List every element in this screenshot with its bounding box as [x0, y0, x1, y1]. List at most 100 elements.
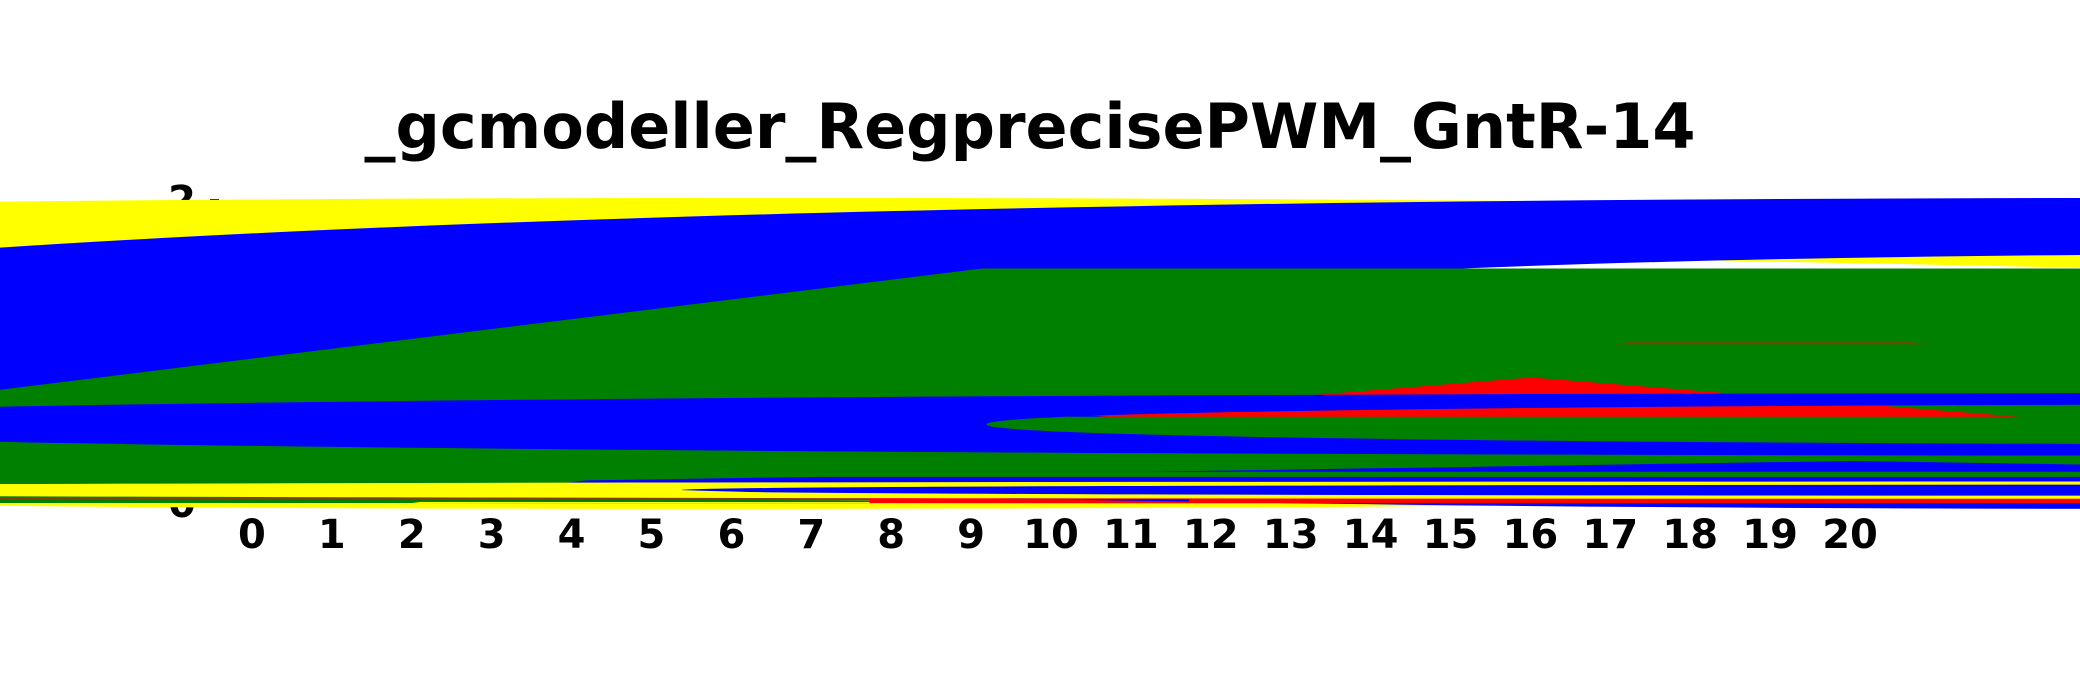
- glyph-A: A: [0, 481, 2080, 503]
- x-tick-label: 12: [1183, 512, 1239, 558]
- logo-column-16: TGA: [0, 305, 2080, 532]
- glyph-A: A: [0, 495, 2080, 505]
- glyph-G: G: [0, 122, 2080, 600]
- glyph-C: C: [0, 488, 2080, 507]
- logo-column-8: CTGA: [0, 410, 2080, 505]
- glyph-A: A: [0, 305, 2080, 532]
- x-tick-label: 15: [1423, 512, 1479, 558]
- glyph-C: C: [0, 499, 2080, 504]
- logo-column-10: CTA: [0, 456, 2080, 505]
- glyph-A: A: [0, 456, 2080, 492]
- glyph-C: C: [0, 122, 2080, 600]
- logo-column-0: CTG: [0, 420, 2080, 507]
- x-tick-labels: 0 1 2 3 4 5 6 7 8 9 10 11 12 13 14 15 16 17 18 19 20: [238, 512, 1878, 558]
- logo-glyph-stacks: CTGTGGCATTCAATGCACTGACATCTAGTAGATGATATAG…: [0, 122, 2080, 600]
- glyph-T: T: [0, 462, 2080, 498]
- x-tick-label: 4: [558, 512, 586, 558]
- glyph-A: A: [0, 423, 2080, 486]
- x-tick-label: 0: [238, 512, 266, 558]
- x-tick-label: 1: [318, 512, 346, 558]
- logo-column-13: GAT: [0, 419, 2080, 504]
- x-tick-label: 9: [957, 512, 985, 558]
- glyph-G: G: [0, 474, 2080, 493]
- logo-column-7: TGCA: [0, 359, 2080, 509]
- x-tick-label: 5: [638, 512, 666, 558]
- logo-column-5: TCA: [0, 423, 2080, 506]
- glyph-G: G: [0, 499, 2080, 504]
- logo-column-3: G: [0, 122, 2080, 600]
- logo-column-6: A: [0, 204, 2080, 578]
- glyph-T: T: [0, 481, 2080, 503]
- glyph-A: A: [0, 204, 2080, 578]
- glyph-G: G: [0, 477, 2080, 504]
- logo-column-4: CAT: [0, 418, 2080, 505]
- glyph-A: A: [0, 447, 2080, 490]
- glyph-T: T: [0, 493, 2080, 505]
- glyph-C: C: [0, 493, 2080, 505]
- logo-column-12: GAT: [0, 421, 2080, 504]
- glyph-C: C: [0, 122, 2080, 600]
- glyph-T: T: [0, 481, 2080, 505]
- y-tick-label: 1: [168, 330, 196, 376]
- logo-column-18: C: [0, 122, 2080, 600]
- x-tick-label: 13: [1263, 512, 1319, 558]
- glyph-T: T: [0, 487, 2080, 501]
- glyph-G: G: [0, 484, 2080, 498]
- glyph-T: T: [0, 455, 2080, 486]
- x-tick-label: 20: [1822, 512, 1878, 558]
- chart-axes: 0 1 2: [168, 178, 1890, 527]
- glyph-C: C: [0, 377, 2080, 474]
- x-tick-label: 18: [1662, 512, 1718, 558]
- glyph-A: A: [0, 478, 2080, 509]
- glyph-T: T: [0, 419, 2080, 504]
- glyph-A: A: [0, 204, 2080, 578]
- y-tick-label: 0: [168, 481, 196, 527]
- glyph-G: G: [0, 122, 2080, 600]
- glyph-G: G: [0, 420, 2080, 480]
- logo-column-17: C: [0, 122, 2080, 600]
- glyph-G: G: [0, 497, 2080, 504]
- x-tick-label: 10: [1023, 512, 1079, 558]
- logo-column-20: TGAC: [0, 377, 2080, 504]
- x-tick-label: 19: [1742, 512, 1798, 558]
- x-tick-label: 17: [1582, 512, 1638, 558]
- glyph-A: A: [0, 483, 2080, 505]
- glyph-G: G: [0, 487, 2080, 499]
- x-tick-label: 6: [717, 512, 745, 558]
- glyph-A: A: [0, 478, 2080, 500]
- glyph-T: T: [0, 421, 2080, 501]
- glyph-A: A: [0, 475, 2080, 506]
- x-tick-label: 2: [398, 512, 426, 558]
- x-tick-label: 14: [1343, 512, 1399, 558]
- x-tick-label: 8: [877, 512, 905, 558]
- logo-column-2: G: [0, 122, 2080, 600]
- x-tick-label: 11: [1103, 512, 1159, 558]
- glyph-T: T: [0, 365, 2080, 488]
- chart-title: _gcmodeller_RegprecisePWM_GntR-14: [365, 90, 1696, 163]
- logo-column-11: GTA: [0, 456, 2080, 505]
- glyph-A: A: [0, 410, 2080, 495]
- glyph-T: T: [0, 304, 2080, 529]
- x-tick-label: 3: [478, 512, 506, 558]
- glyph-T: T: [0, 204, 2080, 578]
- glyph-T: T: [0, 418, 2080, 498]
- logo-column-15: AGT: [0, 365, 2080, 507]
- logo-column-19: A: [0, 204, 2080, 578]
- logo-column-9: CAT: [0, 455, 2080, 506]
- x-tick-label: 16: [1503, 512, 1559, 558]
- logo-column-14: AT: [0, 304, 2080, 529]
- glyph-C: C: [0, 497, 2080, 504]
- glyph-T: T: [0, 495, 2080, 505]
- glyph-G: G: [0, 499, 2080, 504]
- glyph-T: T: [0, 491, 2080, 505]
- glyph-T: T: [0, 497, 2080, 504]
- glyph-C: C: [0, 467, 2080, 501]
- glyph-A: A: [0, 359, 2080, 509]
- x-tick-label: 7: [797, 512, 825, 558]
- glyph-G: G: [0, 455, 2080, 508]
- glyph-C: C: [0, 497, 2080, 504]
- logo-column-1: T: [0, 204, 2080, 578]
- y-tick-label: 2: [168, 178, 196, 224]
- glyph-A: A: [0, 456, 2080, 492]
